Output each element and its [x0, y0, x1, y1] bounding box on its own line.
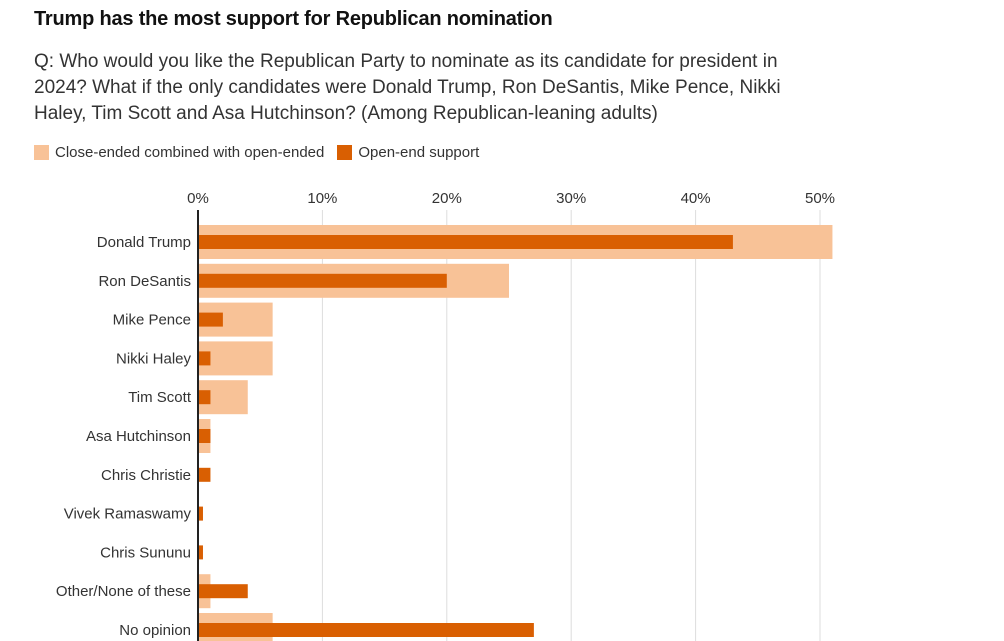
legend-swatch-open-end: [337, 145, 353, 160]
x-tick-label: 30%: [556, 190, 586, 207]
bar-open-end: [198, 584, 248, 599]
bar-open-end: [198, 623, 534, 637]
x-tick-label: 50%: [805, 190, 835, 207]
category-label: Ron DeSantis: [98, 273, 191, 290]
bar-open-end: [198, 273, 447, 288]
bar-open-end: [198, 351, 211, 366]
x-tick-label: 0%: [187, 190, 209, 207]
bar-open-end: [198, 390, 211, 405]
category-label: Vivek Ramaswamy: [64, 506, 192, 523]
category-label: Other/None of these: [56, 583, 191, 600]
bar-open-end: [198, 429, 211, 443]
x-tick-label: 20%: [432, 190, 462, 207]
category-label: Nikki Haley: [116, 350, 192, 367]
category-label: Asa Hutchinson: [86, 428, 191, 445]
legend-item-open-end: Open-end support: [337, 144, 479, 161]
chart-title: Trump has the most support for Republica…: [34, 8, 553, 30]
bar-open-end: [198, 545, 203, 560]
x-tick-label: 40%: [681, 190, 711, 207]
category-label: No opinion: [119, 622, 191, 639]
category-label: Tim Scott: [128, 389, 192, 406]
legend: Close-ended combined with open-ended Ope…: [34, 144, 492, 161]
bar-open-end: [198, 235, 733, 249]
legend-label-open-end: Open-end support: [358, 144, 480, 161]
category-label: Donald Trump: [97, 234, 191, 251]
bar-open-end: [198, 312, 223, 327]
legend-swatch-combined: [34, 145, 49, 160]
legend-label-combined: Close-ended combined with open-ended: [55, 144, 325, 161]
category-label: Mike Pence: [113, 312, 191, 329]
bar-open-end: [198, 467, 211, 482]
category-label: Chris Sununu: [100, 544, 191, 561]
bar-open-end: [198, 506, 203, 521]
category-label: Chris Christie: [101, 467, 191, 484]
legend-item-combined: Close-ended combined with open-ended: [34, 144, 324, 161]
x-tick-label: 10%: [307, 190, 337, 207]
chart-subtitle: Q: Who would you like the Republican Par…: [34, 51, 781, 124]
